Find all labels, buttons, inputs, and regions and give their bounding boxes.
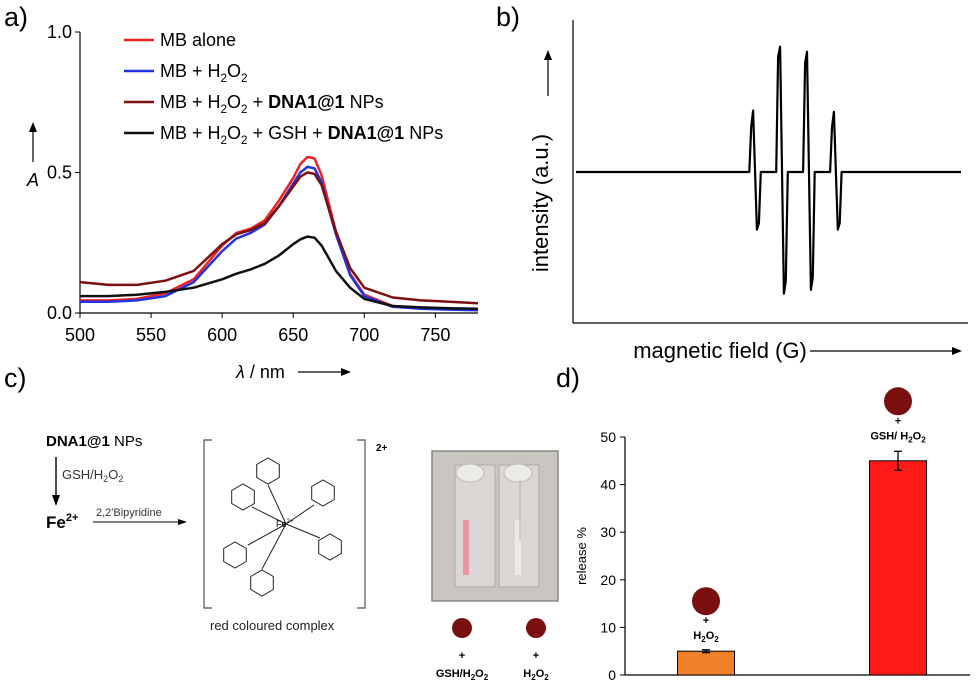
chart-a-uv-vis: 500 550 600 650 700 750 0.0 0.5 1.0 Aλ / nm MB alo…: [26, 22, 479, 382]
d-y-tick-label: 50: [600, 429, 616, 445]
b-ylabel-arrowhead: [544, 50, 552, 60]
d-bar-1: [677, 650, 735, 676]
a-series-line-3: [79, 171, 479, 305]
photo-left-label: GSH/H2O2: [436, 668, 489, 682]
pyridine-ring-4: [250, 569, 274, 597]
a-y-tick-label: 1.0: [47, 22, 72, 42]
panel-b-label: b): [496, 2, 521, 32]
b-ylabel: intensity (a.u.): [528, 134, 553, 272]
a-legend-label-4: MB + H2O2 + GSH + DNA1@1 NPs: [160, 123, 443, 147]
a-x-tick-label: 600: [207, 325, 237, 345]
a-legend-label-3: MB + H2O2 + DNA1@1 NPs: [160, 92, 384, 116]
panel-c-label: c): [4, 363, 27, 393]
a-ylabel-arrowhead: [29, 122, 37, 132]
a-xlabel: λ / nm: [235, 362, 285, 382]
np-dot-h2o2: [526, 618, 546, 638]
cuvette-left-red-solution: [463, 520, 469, 575]
a-legend-label-1: MB alone: [160, 30, 236, 50]
b-epr-trace: [576, 45, 961, 295]
panel-a-label: a): [4, 2, 29, 32]
complex-right-bracket: [357, 439, 366, 609]
scheme-start: DNA1@1 NPs: [46, 433, 142, 450]
cuvette-right-cap: [503, 463, 533, 483]
scheme-arrow-right-head: [178, 519, 187, 525]
complex-charge: 2+: [376, 443, 388, 454]
d-annot-plus-h2o2: +: [703, 615, 709, 627]
a-xlabel-arrowhead: [341, 368, 351, 376]
a-y-tick-label: 0.5: [47, 163, 72, 183]
photo-right-label: H2O2: [523, 668, 549, 682]
chart-d-release: 0 10 20 30 40 50 release % H2O2 + GSH/ H2O2 +: [574, 387, 970, 683]
scheme-reagent: 2,2'Bipyridine: [96, 507, 162, 519]
pyridine-ring-2: [256, 457, 280, 485]
a-y-tick-label: 0.0: [47, 303, 72, 323]
pyridine-ring-1: [231, 483, 255, 511]
scheme-c: DNA1@1 NPs GSH/H2O2 Fe2+ 2,2'Bipyridine …: [46, 433, 559, 682]
d-y-tick-label: 20: [600, 572, 616, 588]
d-annot-np-dot-gsh: [884, 387, 912, 416]
np-dot-gsh: [452, 618, 472, 638]
a-series-line-2: [80, 165, 479, 312]
photo-right-plus: +: [533, 650, 539, 662]
d-bar-2: [869, 460, 927, 676]
b-xlabel: magnetic field (G): [633, 338, 807, 363]
fe-bipyridine-structure: [223, 457, 342, 597]
a-x-tick-label: 550: [136, 325, 166, 345]
photo-left-plus: +: [459, 650, 465, 662]
a-series-line-1: [80, 155, 479, 311]
cuvette-right-clear-solution: [515, 520, 521, 575]
fe-n-bond-6: [285, 523, 321, 539]
scheme-arrow-down-head: [52, 495, 60, 506]
d-y-tick-label: 0: [608, 667, 616, 683]
scheme-fe2: Fe2+: [46, 512, 78, 532]
a-series-line-4: [80, 235, 479, 311]
d-annot-np-dot-h2o2: [692, 587, 720, 616]
d-annot-label-gsh: GSH/ H2O2: [870, 430, 926, 444]
fe-n-bond-1: [251, 506, 287, 525]
panel-d-label: d): [556, 363, 581, 393]
pyridine-ring-5: [311, 479, 335, 507]
b-xlabel-arrowhead: [952, 347, 962, 355]
fe-n-bond-5: [285, 504, 315, 525]
d-ylabel: release %: [574, 527, 589, 585]
pyridine-ring-6: [318, 533, 342, 561]
d-y-tick-label: 30: [600, 524, 616, 540]
complex-left-bracket: [203, 439, 212, 609]
a-legend-label-2: MB + H2O2: [160, 61, 248, 85]
a-x-tick-label: 700: [349, 325, 379, 345]
fe-n-bond-2: [267, 484, 287, 525]
fe-n-bond-3: [247, 523, 287, 546]
d-y-tick-label: 10: [600, 619, 616, 635]
d-annot-label-h2o2: H2O2: [693, 630, 719, 644]
d-y-tick-label: 40: [600, 477, 616, 493]
chart-b-epr: intensity (a.u.) magnetic field (G): [528, 20, 968, 363]
a-x-tick-label: 650: [278, 325, 308, 345]
cuvette-left: [454, 464, 496, 588]
complex-fe-center: Fe2+: [276, 519, 294, 529]
fe-n-bond-4: [261, 523, 287, 570]
pyridine-ring-3: [223, 541, 247, 569]
d-annot-plus-gsh: +: [895, 415, 901, 427]
a-x-tick-label: 500: [65, 325, 95, 345]
cuvette-left-cap: [455, 463, 485, 483]
complex-caption: red coloured complex: [210, 618, 335, 633]
a-x-tick-label: 750: [420, 325, 450, 345]
a-ylabel: A: [26, 170, 39, 190]
scheme-step1: GSH/H2O2: [62, 467, 123, 484]
